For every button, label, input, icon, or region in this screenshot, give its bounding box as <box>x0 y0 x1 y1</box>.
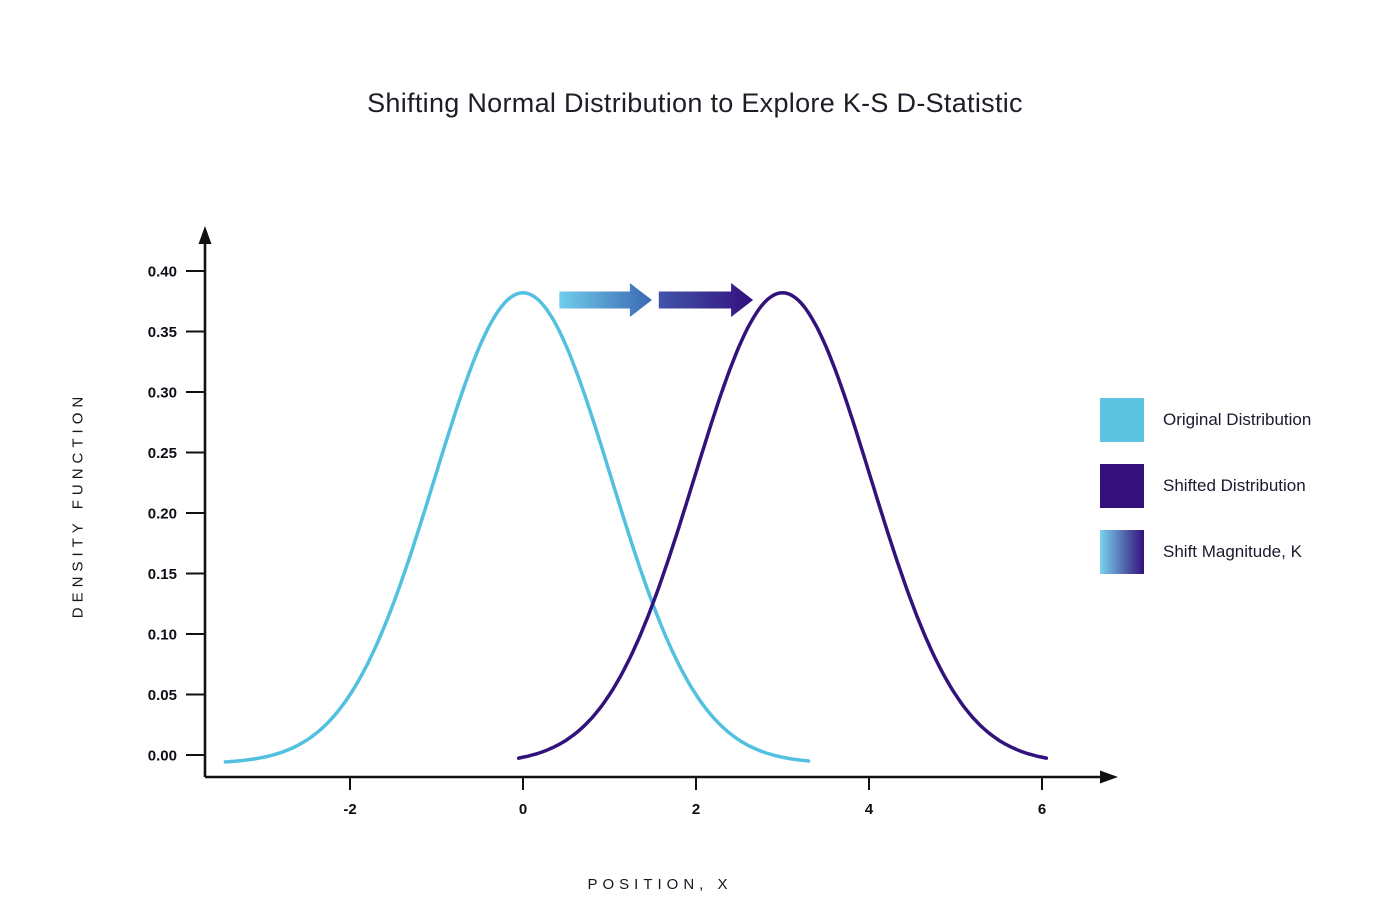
x-tick-label: -2 <box>343 801 356 818</box>
tick-layer: 0.00 0.05 0.10 0.15 0.20 0.25 0.30 0.35 0.40 -2 0 2… <box>148 264 1046 819</box>
legend-item-shift-magnitude: Shift Magnitude, K <box>1100 530 1311 574</box>
y-tick-label: 0.05 <box>148 687 177 704</box>
y-axis-arrowhead-icon <box>198 226 212 244</box>
shift-arrows <box>559 283 754 318</box>
legend-item-original-distribution: Original Distribution <box>1100 398 1311 442</box>
legend-label-original: Original Distribution <box>1163 410 1312 429</box>
legend-item-shifted-distribution: Shifted Distribution <box>1100 464 1311 508</box>
chart-title: Shifting Normal Distribution to Explore … <box>367 88 1023 118</box>
y-tick-label: 0.40 <box>148 264 177 281</box>
shift-arrow-icon <box>559 283 652 318</box>
curve-original-distribution <box>223 291 811 764</box>
y-tick-label: 0.25 <box>148 445 177 462</box>
x-axis-title: POSITION, X <box>587 876 733 893</box>
y-tick-label: 0.15 <box>148 566 177 583</box>
x-tick-label: 6 <box>1038 801 1046 818</box>
curve-shifted-distribution <box>516 291 1049 760</box>
shift-arrow-icon <box>658 283 754 318</box>
legend: Original Distribution Shifted Distributi… <box>1100 398 1311 574</box>
legend-label-shifted: Shifted Distribution <box>1163 476 1306 495</box>
y-tick-label: 0.00 <box>148 748 177 765</box>
curve-layer <box>223 291 1049 764</box>
legend-label-shift-magnitude: Shift Magnitude, K <box>1163 542 1302 561</box>
y-tick-label: 0.20 <box>148 506 177 523</box>
x-axis-arrowhead-icon <box>1100 770 1118 784</box>
y-tick-label: 0.30 <box>148 385 177 402</box>
legend-swatch-original <box>1100 398 1144 442</box>
x-tick-label: 0 <box>519 801 527 818</box>
legend-swatch-shift-gradient <box>1100 530 1144 574</box>
y-tick-label: 0.10 <box>148 627 177 644</box>
axes <box>198 226 1118 784</box>
x-tick-label: 4 <box>865 801 874 818</box>
y-tick-label: 0.35 <box>148 324 177 341</box>
legend-swatch-shifted <box>1100 464 1144 508</box>
x-tick-label: 2 <box>692 801 700 818</box>
